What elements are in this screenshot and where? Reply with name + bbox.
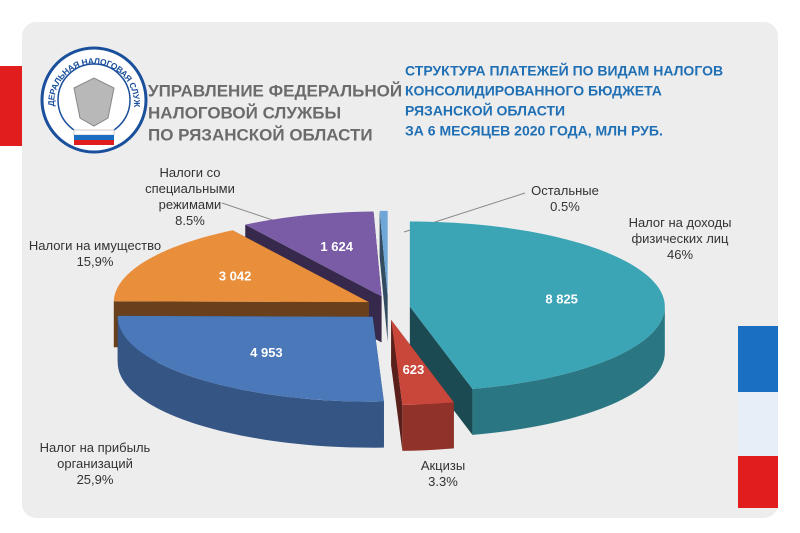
chart-title: ЗА 6 МЕСЯЦЕВ 2020 ГОДА, МЛН РУБ.: [405, 123, 663, 139]
category-label: Налоги на имущество 15,9%: [25, 238, 165, 270]
category-name: Налоги со специальными режимами: [145, 165, 235, 212]
slice-wall: [472, 306, 665, 435]
percent-label: 0.5%: [550, 199, 580, 214]
percent-label: 46%: [666, 247, 694, 262]
slice-wall: [402, 402, 454, 451]
value-label: 8 825: [545, 292, 578, 307]
category-name: Остальные: [531, 183, 599, 198]
slice: [409, 221, 665, 435]
percent-label: 3.3%: [428, 474, 458, 489]
slice-face: [409, 306, 473, 435]
category-name: Налог на прибыль организаций: [39, 440, 151, 471]
flag-blue: [738, 326, 778, 392]
org-line: ПО РЯЗАНСКОЙ ОБЛАСТИ: [148, 125, 373, 144]
slice-wall: [117, 316, 384, 448]
chart-title: КОНСОЛИДИРОВАННОГО БЮДЖЕТА: [405, 83, 662, 99]
category-label: Акцизы 3.3%: [383, 458, 503, 490]
slice-face: [379, 210, 388, 342]
slice-top: [245, 211, 382, 297]
slice-face: [391, 319, 403, 451]
value-label: 623: [403, 362, 425, 377]
flag-red: [738, 456, 778, 508]
value-label: 1 624: [320, 239, 353, 254]
slice: [117, 315, 384, 448]
percent-label: 25,9%: [76, 472, 114, 487]
percent-label: 8.5%: [175, 213, 205, 228]
slice: [391, 319, 454, 451]
value-label: 4 953: [250, 345, 283, 360]
slice-top: [117, 315, 384, 402]
slice-top: [113, 230, 369, 303]
slice-top: [391, 319, 454, 405]
slice-top: [409, 221, 665, 389]
red-bar: [0, 66, 22, 146]
slice-top: [379, 210, 388, 296]
flag-white: [738, 392, 778, 456]
org-line: НАЛОГОВОЙ СЛУЖБЫ: [148, 103, 341, 122]
chart-title: СТРУКТУРА ПЛАТЕЖЕЙ ПО ВИДАМ НАЛОГОВ: [405, 62, 723, 79]
org-line: УПРАВЛЕНИЕ ФЕДЕРАЛЬНОЙ: [148, 81, 402, 100]
category-label: Налоги со специальными режимами 8.5%: [140, 165, 240, 229]
category-label: Налог на прибыль организаций 25,9%: [30, 440, 160, 488]
category-name: Налоги на имущество: [28, 238, 162, 253]
chart-title: РЯЗАНСКОЙ ОБЛАСТИ: [405, 102, 565, 119]
category-label: Остальные 0.5%: [505, 183, 625, 215]
category-name: Акцизы: [420, 458, 466, 473]
value-label: 3 042: [219, 269, 252, 284]
category-label: Налог на доходы физических лиц 46%: [610, 215, 750, 263]
percent-label: 15,9%: [76, 254, 114, 269]
category-name: Налог на доходы физических лиц: [628, 215, 732, 246]
slice: [379, 210, 388, 342]
